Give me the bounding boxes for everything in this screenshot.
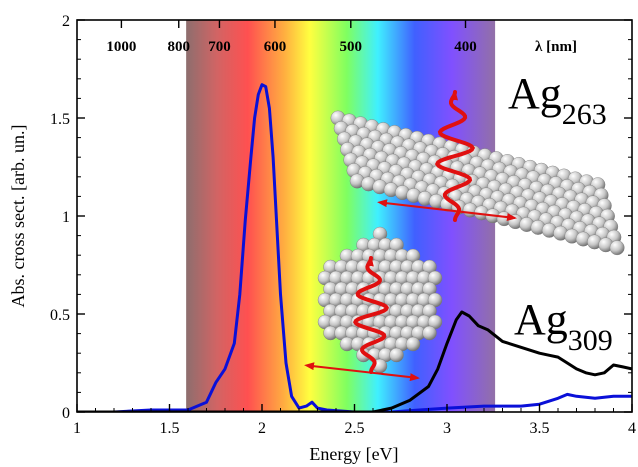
atom bbox=[389, 347, 404, 363]
y-tick-label: 0 bbox=[62, 405, 70, 422]
x-axis-title: Energy [eV] bbox=[309, 444, 398, 464]
ag263-label-base: Ag bbox=[508, 69, 562, 118]
x-tick-label: 3.5 bbox=[530, 420, 550, 437]
wavelength-axis: 1000 800 700 600 500 400 bbox=[106, 20, 477, 55]
wavelength-tick-label: 600 bbox=[264, 39, 287, 55]
ag309-label-base: Ag bbox=[514, 295, 568, 344]
ag263-label-sub: 263 bbox=[562, 98, 607, 131]
y-tick-label: 2 bbox=[62, 13, 70, 30]
icosahedral-cluster-image bbox=[304, 226, 443, 382]
wavelength-tick-label: 700 bbox=[208, 39, 231, 55]
visible-spectrum-band bbox=[186, 20, 496, 412]
series-line-blue bbox=[77, 83, 632, 412]
ag309-label: Ag309 bbox=[514, 295, 613, 357]
wavelength-tick-label: 500 bbox=[340, 39, 363, 55]
polarization-arrow bbox=[304, 362, 420, 382]
atom bbox=[609, 240, 625, 256]
wavelength-tick-label: 400 bbox=[454, 39, 477, 55]
wavelength-tick-label: 1000 bbox=[106, 39, 136, 55]
series-line-ag309 bbox=[77, 310, 632, 412]
x-tick-label: 1 bbox=[73, 420, 81, 437]
y-axis: 0 0.5 1 1.5 2 bbox=[50, 13, 632, 422]
y-axis-title: Abs. cross sect. [arb. un.] bbox=[8, 125, 28, 308]
atom bbox=[405, 336, 421, 352]
ag263-label: Ag263 bbox=[508, 69, 607, 131]
atom bbox=[422, 325, 437, 341]
x-tick-label: 2 bbox=[258, 420, 266, 437]
wavelength-tick-label: 800 bbox=[168, 39, 191, 55]
nanorod-cluster-image bbox=[330, 90, 625, 256]
y-tick-label: 1 bbox=[62, 209, 70, 226]
x-tick-label: 1.5 bbox=[160, 420, 180, 437]
x-tick-label: 2.5 bbox=[345, 420, 365, 437]
polarization-arrow bbox=[377, 199, 517, 222]
x-tick-label: 4 bbox=[628, 420, 636, 437]
y-tick-label: 1.5 bbox=[50, 111, 70, 128]
y-tick-label: 0.5 bbox=[50, 307, 70, 324]
x-tick-label: 3 bbox=[443, 420, 451, 437]
x-axis: 1 1.5 2 2.5 3 3.5 4 bbox=[73, 404, 636, 437]
ag309-label-sub: 309 bbox=[568, 324, 613, 357]
light-wave bbox=[434, 90, 476, 222]
wavelength-axis-label: λ [nm] bbox=[535, 39, 577, 55]
light-wave bbox=[353, 256, 389, 374]
